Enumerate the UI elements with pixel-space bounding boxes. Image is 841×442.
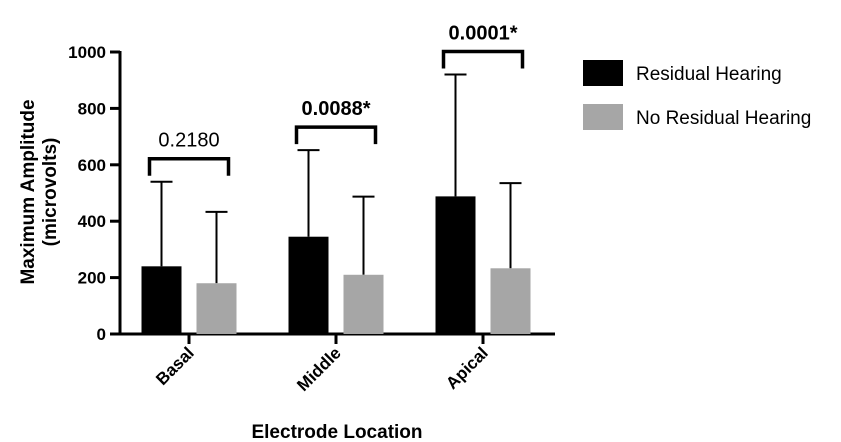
significance-bracket (147, 156, 231, 176)
y-axis: 0 200 400 600 800 1000 (68, 43, 122, 344)
x-tick-label-basal: Basal (152, 343, 198, 389)
y-tick-label: 200 (78, 269, 106, 288)
y-tick-label: 600 (78, 156, 106, 175)
bar-basal-residual (141, 266, 182, 334)
significance-bracket (441, 49, 525, 69)
y-tick-label: 0 (97, 325, 106, 344)
y-tick-label: 800 (78, 99, 106, 118)
y-axis-title-line-2: (microvolts) (40, 138, 61, 247)
p-value-label-apical: 0.0001* (449, 23, 518, 45)
p-value-label-middle: 0.0088* (302, 98, 371, 120)
x-tick-label-middle: Middle (293, 343, 345, 395)
bar-middle-residual (288, 236, 329, 334)
x-tick-label-apical: Apical (442, 343, 492, 393)
x-axis: Basal Middle Apical (118, 332, 555, 395)
y-tick-label: 400 (78, 212, 106, 231)
legend-swatch-residual (583, 60, 623, 86)
legend-label-residual: Residual Hearing (636, 64, 782, 85)
bar-apical-residual (435, 196, 476, 334)
bar-apical-no-residual (490, 268, 531, 334)
x-axis-title: Electrode Location (251, 422, 422, 442)
y-axis-title-line-1: Maximum Amplitude (18, 99, 39, 284)
legend-swatch-no-residual (583, 104, 623, 130)
p-value-label-basal: 0.2180 (158, 130, 219, 152)
significance-brackets: 0.2180 0.0088* 0.0001* (147, 23, 525, 176)
bar-basal-no-residual (196, 283, 237, 334)
bar-middle-no-residual (343, 274, 384, 334)
significance-bracket (294, 125, 378, 145)
bars (141, 73, 531, 334)
y-tick-label: 1000 (68, 43, 106, 62)
legend-label-no-residual: No Residual Hearing (636, 108, 811, 129)
legend: Residual Hearing No Residual Hearing (583, 60, 811, 130)
